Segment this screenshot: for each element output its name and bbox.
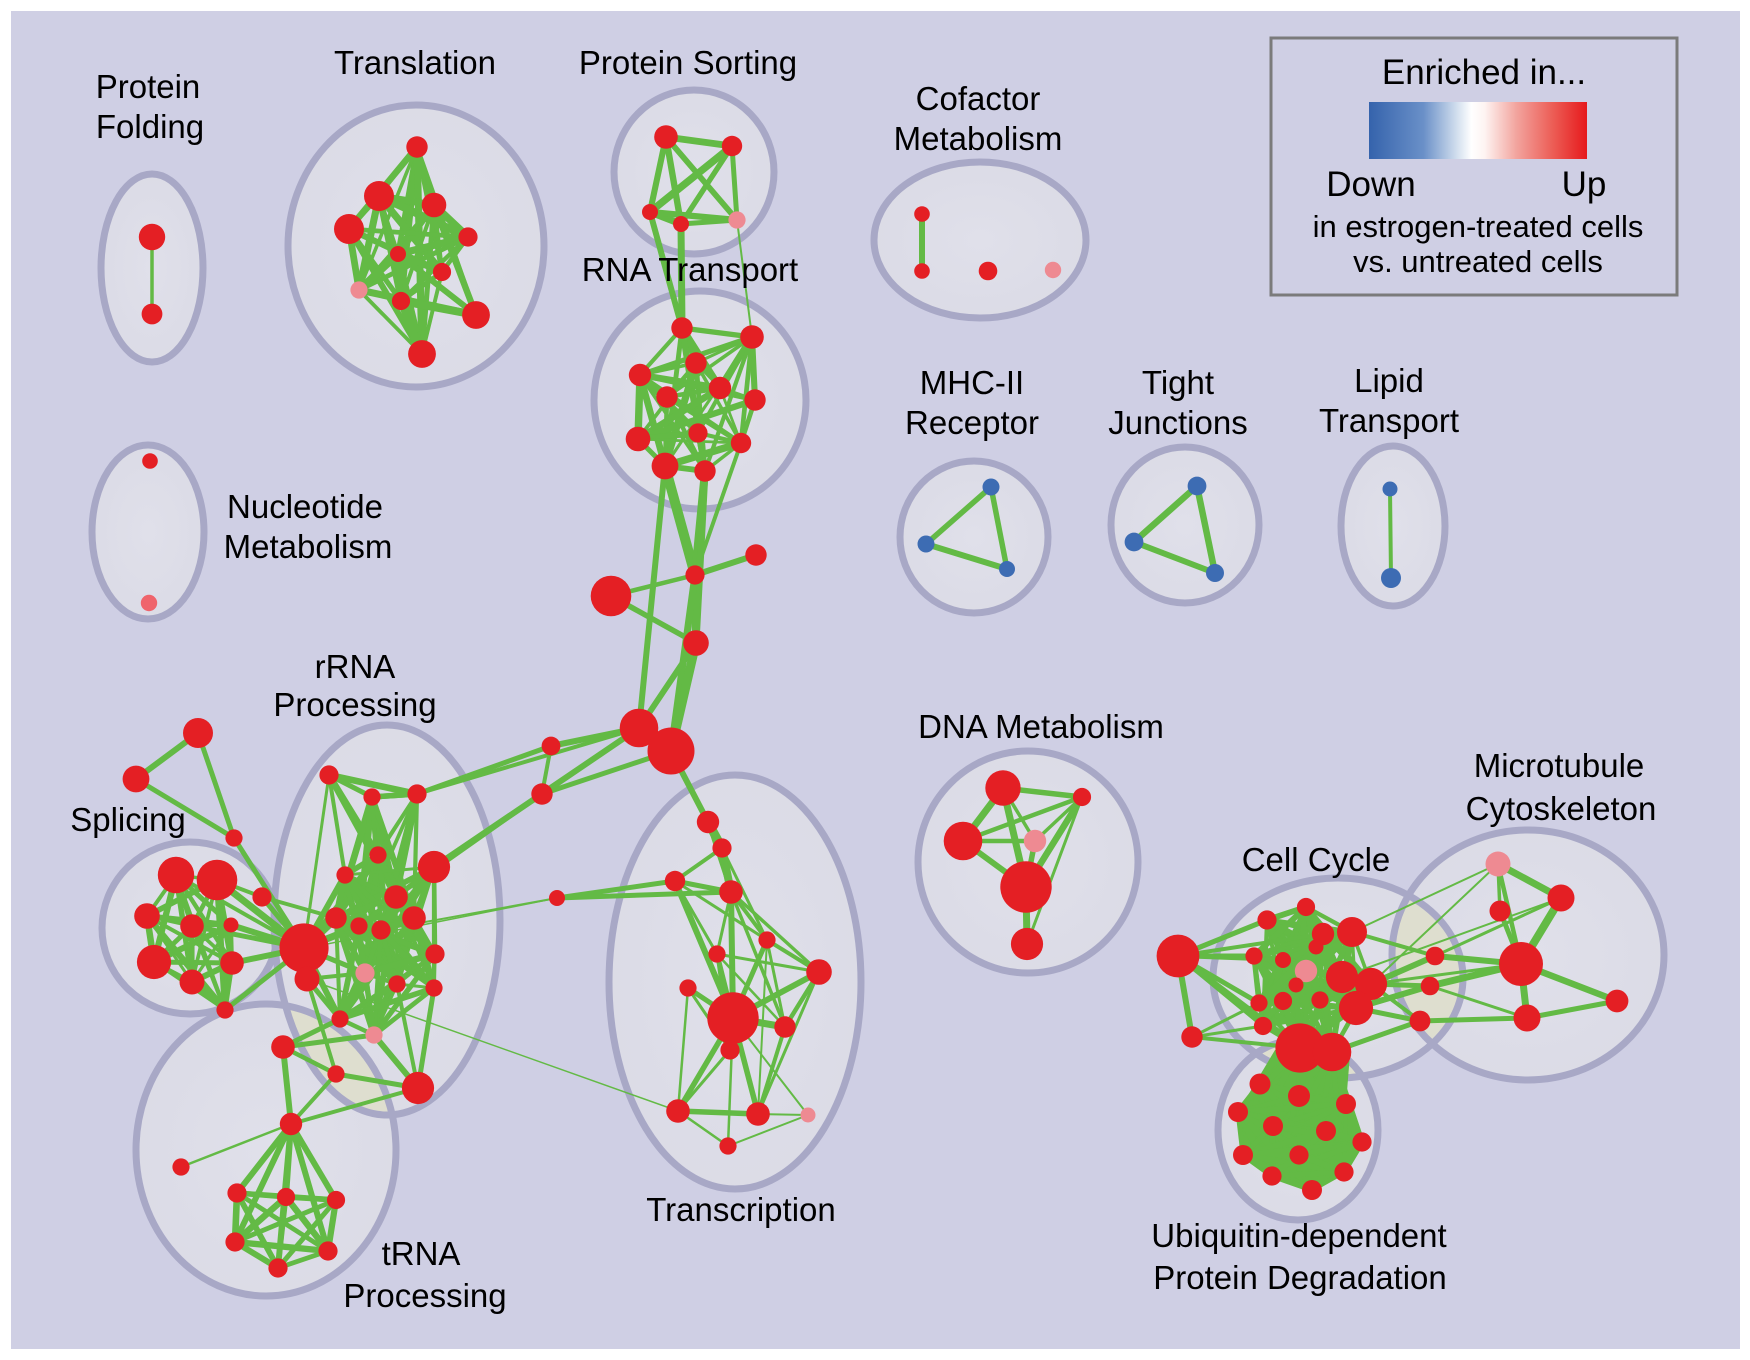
svg-text:RNA Transport: RNA Transport <box>582 251 798 288</box>
svg-text:Down: Down <box>1326 165 1415 204</box>
svg-text:Cell Cycle: Cell Cycle <box>1242 841 1391 878</box>
svg-text:Splicing: Splicing <box>70 801 186 838</box>
svg-text:vs. untreated cells: vs. untreated cells <box>1353 244 1603 279</box>
svg-text:Cytoskeleton: Cytoskeleton <box>1466 790 1657 827</box>
svg-text:Protein Sorting: Protein Sorting <box>579 44 797 81</box>
svg-text:Enriched in...: Enriched in... <box>1382 53 1586 92</box>
svg-text:rRNA: rRNA <box>315 648 396 685</box>
svg-text:Metabolism: Metabolism <box>894 120 1063 157</box>
svg-text:MHC-II: MHC-II <box>920 364 1024 401</box>
svg-text:Processing: Processing <box>273 686 436 723</box>
svg-text:Transport: Transport <box>1319 402 1459 439</box>
svg-text:Ubiquitin-dependent: Ubiquitin-dependent <box>1151 1217 1446 1254</box>
svg-text:Junctions: Junctions <box>1108 404 1247 441</box>
svg-text:DNA Metabolism: DNA Metabolism <box>918 708 1164 745</box>
svg-text:Receptor: Receptor <box>905 404 1039 441</box>
svg-text:tRNA: tRNA <box>382 1235 461 1272</box>
svg-text:Tight: Tight <box>1142 364 1214 401</box>
svg-text:Up: Up <box>1562 165 1607 204</box>
svg-text:Lipid: Lipid <box>1354 362 1424 399</box>
svg-text:Nucleotide: Nucleotide <box>227 488 383 525</box>
svg-text:Translation: Translation <box>334 44 496 81</box>
svg-text:Transcription: Transcription <box>646 1191 836 1228</box>
svg-text:in estrogen-treated cells: in estrogen-treated cells <box>1313 209 1644 244</box>
svg-text:Microtubule: Microtubule <box>1474 747 1645 784</box>
svg-text:Protein: Protein <box>96 68 201 105</box>
svg-text:Cofactor: Cofactor <box>916 80 1041 117</box>
svg-text:Metabolism: Metabolism <box>224 528 393 565</box>
svg-text:Processing: Processing <box>343 1277 506 1314</box>
svg-text:Protein Degradation: Protein Degradation <box>1153 1259 1447 1296</box>
svg-text:Folding: Folding <box>96 108 204 145</box>
